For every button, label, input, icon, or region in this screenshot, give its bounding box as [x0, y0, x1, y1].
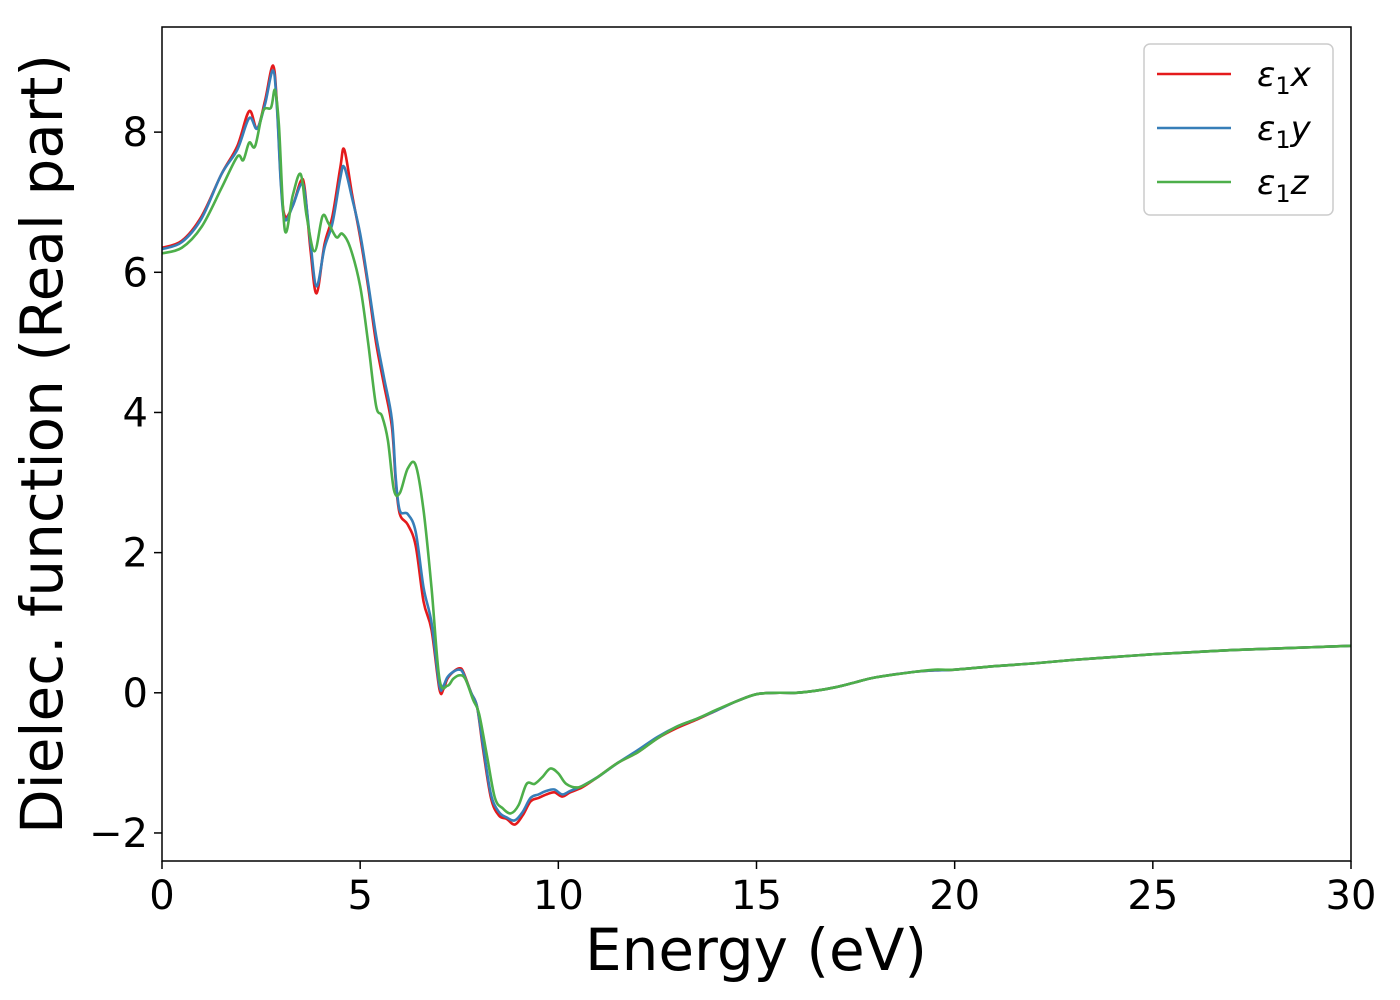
legend-label-y: ε1y — [1257, 109, 1312, 154]
series-line-z — [162, 88, 1351, 815]
legend-label-x: ε1x — [1257, 55, 1312, 100]
legend-label-axis: y — [1290, 109, 1312, 149]
y-tick-label: −2 — [89, 811, 148, 857]
x-tick-label: 0 — [149, 873, 174, 919]
legend-label-base: ε — [1257, 163, 1275, 203]
x-tick-label: 30 — [1326, 873, 1377, 919]
legend-box — [1143, 43, 1334, 216]
x-tick-label: 10 — [533, 873, 584, 919]
legend-label-subscript: 1 — [1275, 126, 1290, 154]
x-axis: 0 5 10 15 20 25 30 — [149, 861, 1376, 919]
x-tick-label: 5 — [347, 873, 372, 919]
legend-label-base: ε — [1257, 55, 1275, 95]
y-axis: −2 0 2 4 6 8 — [89, 110, 162, 857]
legend-label-axis: z — [1290, 163, 1310, 203]
y-tick-label: 0 — [123, 671, 148, 717]
series-layer — [162, 64, 1351, 826]
y-axis-title: Dielec. function (Real part) — [8, 54, 76, 834]
x-axis-title: Energy (eV) — [585, 916, 927, 984]
legend-label-z: ε1z — [1257, 163, 1310, 208]
legend-label-axis: x — [1290, 55, 1312, 95]
x-tick-label: 15 — [731, 873, 782, 919]
x-tick-label: 25 — [1127, 873, 1178, 919]
y-tick-label: 4 — [123, 390, 148, 436]
legend-label-subscript: 1 — [1275, 180, 1290, 208]
legend-label-base: ε — [1257, 109, 1275, 149]
y-tick-label: 2 — [123, 531, 148, 577]
x-tick-label: 20 — [929, 873, 980, 919]
y-tick-label: 6 — [123, 250, 148, 296]
y-tick-label: 8 — [123, 110, 148, 156]
legend-label-subscript: 1 — [1275, 72, 1290, 100]
